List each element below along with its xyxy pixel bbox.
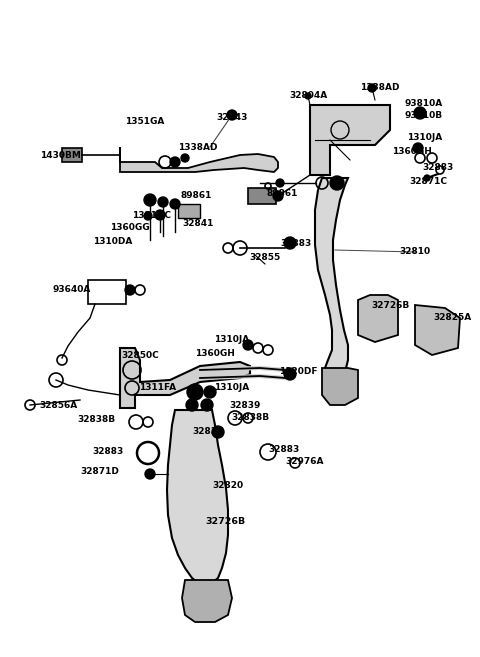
Text: 32843: 32843 <box>216 114 248 122</box>
Text: 32850C: 32850C <box>121 350 159 359</box>
Circle shape <box>413 143 423 153</box>
Circle shape <box>187 384 203 400</box>
Text: 32976A: 32976A <box>286 457 324 466</box>
Circle shape <box>212 426 224 438</box>
Polygon shape <box>415 305 460 355</box>
Polygon shape <box>310 105 390 175</box>
Text: 1360GH: 1360GH <box>195 348 235 357</box>
Circle shape <box>201 399 213 411</box>
Circle shape <box>186 399 198 411</box>
Text: 1430BM: 1430BM <box>39 150 81 160</box>
Polygon shape <box>120 348 250 408</box>
Circle shape <box>181 154 189 162</box>
Bar <box>178 204 200 218</box>
Text: 93810A: 93810A <box>405 99 443 108</box>
Circle shape <box>330 176 344 190</box>
Text: 32871C: 32871C <box>409 177 447 185</box>
Circle shape <box>284 368 296 380</box>
Circle shape <box>284 237 296 249</box>
Text: 32841: 32841 <box>182 219 214 229</box>
Circle shape <box>158 197 168 207</box>
Text: 32804A: 32804A <box>289 91 327 101</box>
Text: 32810: 32810 <box>399 248 431 256</box>
Text: 32825A: 32825A <box>434 313 472 323</box>
Text: 89861: 89861 <box>266 189 298 198</box>
Polygon shape <box>358 295 398 342</box>
Bar <box>62 148 82 162</box>
Text: 32839: 32839 <box>229 401 261 409</box>
Bar <box>248 188 276 204</box>
Text: 1120DF: 1120DF <box>279 367 317 376</box>
Circle shape <box>170 199 180 209</box>
Text: 32883: 32883 <box>280 240 312 248</box>
Circle shape <box>155 210 165 220</box>
Text: 32855: 32855 <box>250 254 281 263</box>
Text: 1310JA: 1310JA <box>215 336 250 344</box>
Circle shape <box>145 469 155 479</box>
Text: 93640A: 93640A <box>53 286 91 294</box>
Polygon shape <box>315 178 348 380</box>
Text: 32883: 32883 <box>268 445 300 453</box>
Text: 93810B: 93810B <box>405 110 443 120</box>
Circle shape <box>227 110 237 120</box>
Text: 32871D: 32871D <box>81 468 120 476</box>
Bar <box>88 280 126 304</box>
Text: 1311FA: 1311FA <box>139 384 177 392</box>
Circle shape <box>144 194 156 206</box>
Text: 1338AD: 1338AD <box>178 143 218 152</box>
Text: 32838B: 32838B <box>231 413 269 422</box>
Polygon shape <box>120 147 278 172</box>
Circle shape <box>273 191 283 201</box>
Text: 1351GA: 1351GA <box>125 118 165 127</box>
Text: 32837: 32837 <box>192 428 224 436</box>
Text: 32883: 32883 <box>422 164 454 173</box>
Polygon shape <box>167 410 228 585</box>
Text: 1360GG: 1360GG <box>110 223 150 233</box>
Circle shape <box>414 107 426 119</box>
Polygon shape <box>322 368 358 405</box>
Text: 89861: 89861 <box>180 191 212 200</box>
Circle shape <box>424 175 430 181</box>
Text: 32726B: 32726B <box>205 516 245 526</box>
Circle shape <box>368 84 376 92</box>
Circle shape <box>204 386 216 398</box>
Text: 32856A: 32856A <box>39 401 77 409</box>
Text: 1310DA: 1310DA <box>93 237 132 246</box>
Text: 32726B: 32726B <box>371 300 409 309</box>
Polygon shape <box>182 580 232 622</box>
Circle shape <box>305 93 311 99</box>
Text: 1351GC: 1351GC <box>132 210 171 219</box>
Text: 1310JA: 1310JA <box>408 133 443 143</box>
Circle shape <box>170 157 180 167</box>
Circle shape <box>276 179 284 187</box>
Text: 1360GH: 1360GH <box>392 147 432 156</box>
Text: 32883: 32883 <box>92 447 124 457</box>
Text: 1310JA: 1310JA <box>215 384 250 392</box>
Circle shape <box>144 212 152 220</box>
Text: 32820: 32820 <box>213 480 243 489</box>
Circle shape <box>125 285 135 295</box>
Text: 1338AD: 1338AD <box>360 83 400 93</box>
Text: 32838B: 32838B <box>77 415 115 424</box>
Circle shape <box>243 340 253 350</box>
